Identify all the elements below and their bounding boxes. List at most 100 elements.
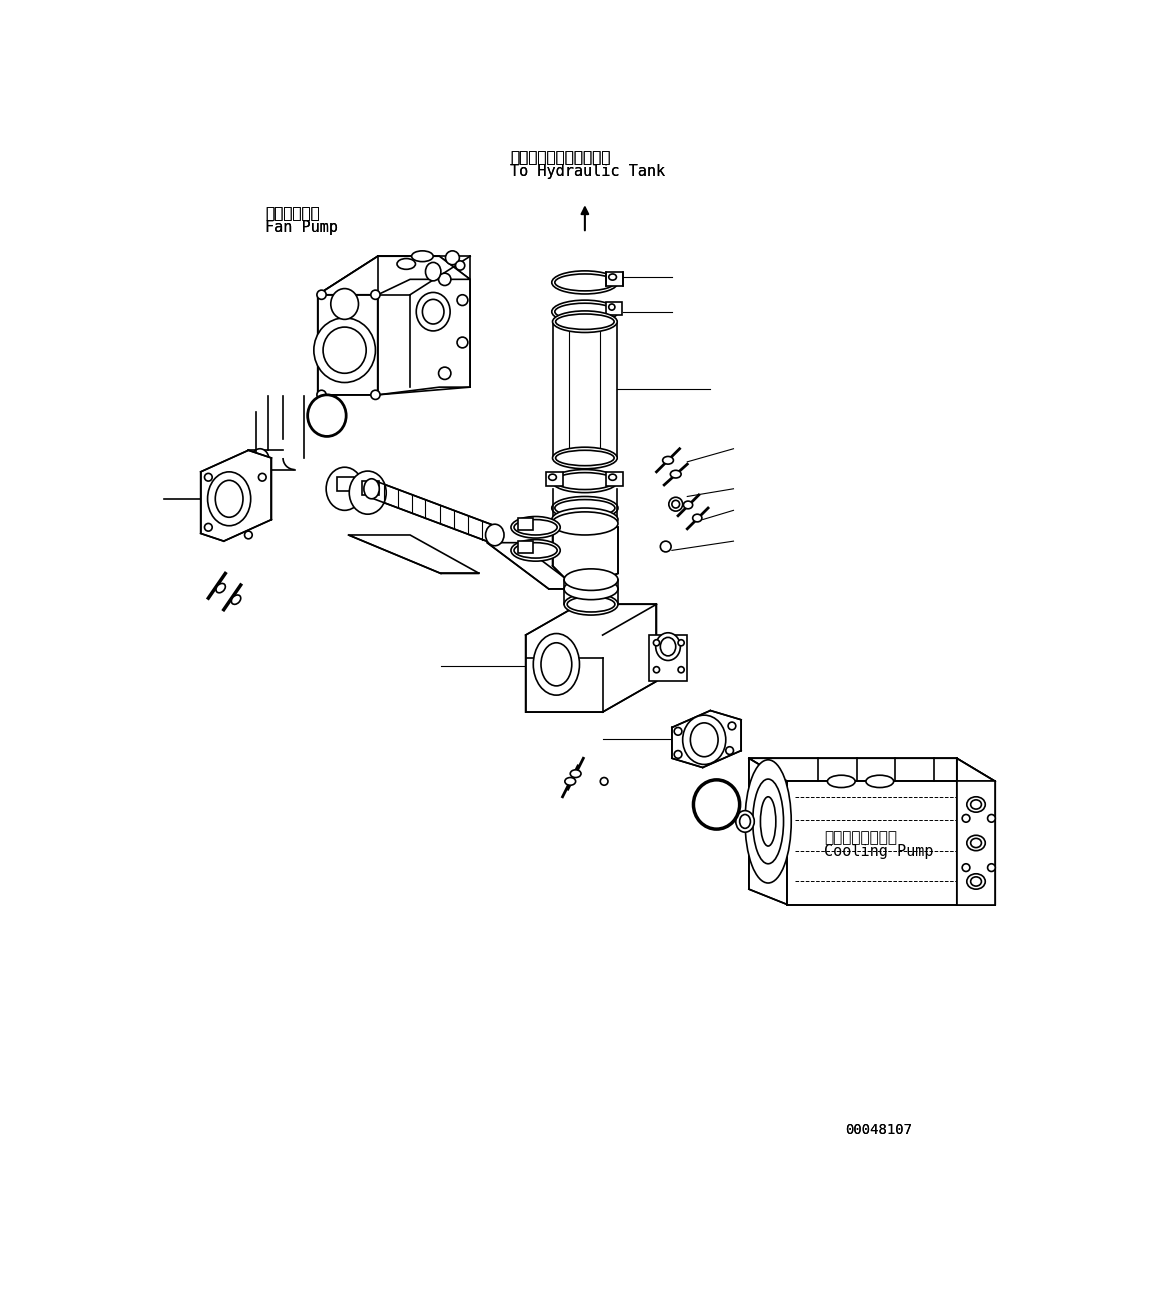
Ellipse shape [485, 524, 504, 545]
Ellipse shape [555, 499, 615, 516]
Text: ファンポンプ: ファンポンプ [265, 206, 320, 221]
Bar [363, 481, 379, 495]
Ellipse shape [551, 509, 618, 531]
Bar [337, 477, 354, 491]
Ellipse shape [456, 261, 465, 271]
Ellipse shape [426, 263, 441, 281]
Ellipse shape [514, 519, 557, 535]
Polygon shape [201, 451, 271, 541]
Ellipse shape [962, 863, 970, 871]
Polygon shape [372, 480, 494, 544]
Ellipse shape [316, 290, 326, 300]
Ellipse shape [205, 473, 212, 481]
Ellipse shape [663, 456, 673, 464]
Text: 00048107: 00048107 [846, 1123, 912, 1137]
Ellipse shape [551, 469, 618, 493]
Bar [518, 518, 534, 530]
Ellipse shape [371, 390, 380, 399]
Ellipse shape [600, 778, 608, 786]
Ellipse shape [445, 251, 459, 264]
Ellipse shape [364, 478, 379, 499]
Polygon shape [787, 782, 996, 904]
Ellipse shape [371, 290, 380, 300]
Text: Cooling Pump: Cooling Pump [825, 844, 934, 859]
Ellipse shape [549, 474, 556, 481]
Ellipse shape [608, 304, 615, 310]
Ellipse shape [251, 449, 269, 472]
Text: クーリングポンプ: クーリングポンプ [825, 830, 898, 845]
Text: Fan Pump: Fan Pump [265, 219, 338, 235]
Ellipse shape [541, 643, 572, 686]
Ellipse shape [608, 273, 616, 280]
Ellipse shape [564, 578, 618, 599]
Polygon shape [487, 543, 579, 589]
Text: ハイドロリックタンクヘ: ハイドロリックタンクヘ [511, 150, 611, 166]
Ellipse shape [244, 531, 252, 539]
Polygon shape [552, 519, 618, 589]
Ellipse shape [207, 472, 251, 526]
Ellipse shape [551, 271, 618, 294]
Ellipse shape [457, 294, 468, 306]
Ellipse shape [675, 750, 682, 758]
Ellipse shape [693, 514, 702, 522]
Ellipse shape [675, 728, 682, 735]
Ellipse shape [971, 876, 982, 886]
Ellipse shape [568, 597, 615, 612]
Text: To Hydraulic Tank: To Hydraulic Tank [511, 164, 665, 179]
Ellipse shape [564, 569, 618, 590]
Ellipse shape [397, 259, 415, 269]
Ellipse shape [354, 476, 381, 510]
Ellipse shape [308, 394, 347, 436]
Bar [606, 302, 622, 315]
Ellipse shape [552, 311, 618, 332]
Ellipse shape [678, 666, 684, 673]
Polygon shape [957, 758, 996, 904]
Ellipse shape [326, 468, 363, 510]
Text: ファンポンプ: ファンポンプ [265, 206, 320, 221]
Ellipse shape [866, 775, 893, 787]
Polygon shape [317, 256, 470, 294]
Ellipse shape [565, 778, 576, 786]
Polygon shape [749, 758, 996, 782]
Text: Fan Pump: Fan Pump [265, 219, 338, 235]
Ellipse shape [556, 451, 614, 465]
Text: クーリングポンプ: クーリングポンプ [825, 830, 898, 845]
Ellipse shape [323, 327, 366, 373]
Ellipse shape [551, 300, 618, 323]
Ellipse shape [412, 251, 433, 261]
Ellipse shape [966, 874, 985, 890]
Ellipse shape [555, 304, 615, 321]
Ellipse shape [608, 474, 616, 481]
Bar [547, 472, 563, 486]
Ellipse shape [570, 770, 582, 778]
Ellipse shape [438, 273, 451, 285]
Ellipse shape [416, 293, 450, 331]
Text: 00048107: 00048107 [846, 1123, 912, 1137]
Ellipse shape [691, 723, 718, 757]
Ellipse shape [511, 540, 561, 561]
Ellipse shape [656, 633, 680, 661]
Ellipse shape [761, 796, 776, 846]
Polygon shape [317, 256, 440, 394]
Ellipse shape [987, 863, 996, 871]
Ellipse shape [971, 838, 982, 848]
Ellipse shape [654, 666, 659, 673]
Ellipse shape [736, 811, 755, 832]
Bar [957, 782, 996, 904]
Ellipse shape [216, 583, 226, 593]
Ellipse shape [740, 815, 750, 828]
Ellipse shape [672, 501, 679, 509]
Ellipse shape [438, 367, 451, 380]
Polygon shape [378, 256, 470, 394]
Ellipse shape [534, 633, 579, 695]
Ellipse shape [514, 543, 557, 558]
Bar [606, 272, 623, 285]
Ellipse shape [661, 637, 676, 656]
Ellipse shape [726, 746, 734, 754]
Ellipse shape [683, 715, 726, 765]
Ellipse shape [661, 541, 671, 552]
Ellipse shape [564, 594, 618, 615]
Ellipse shape [316, 390, 326, 399]
Ellipse shape [555, 473, 615, 490]
Ellipse shape [314, 318, 376, 382]
